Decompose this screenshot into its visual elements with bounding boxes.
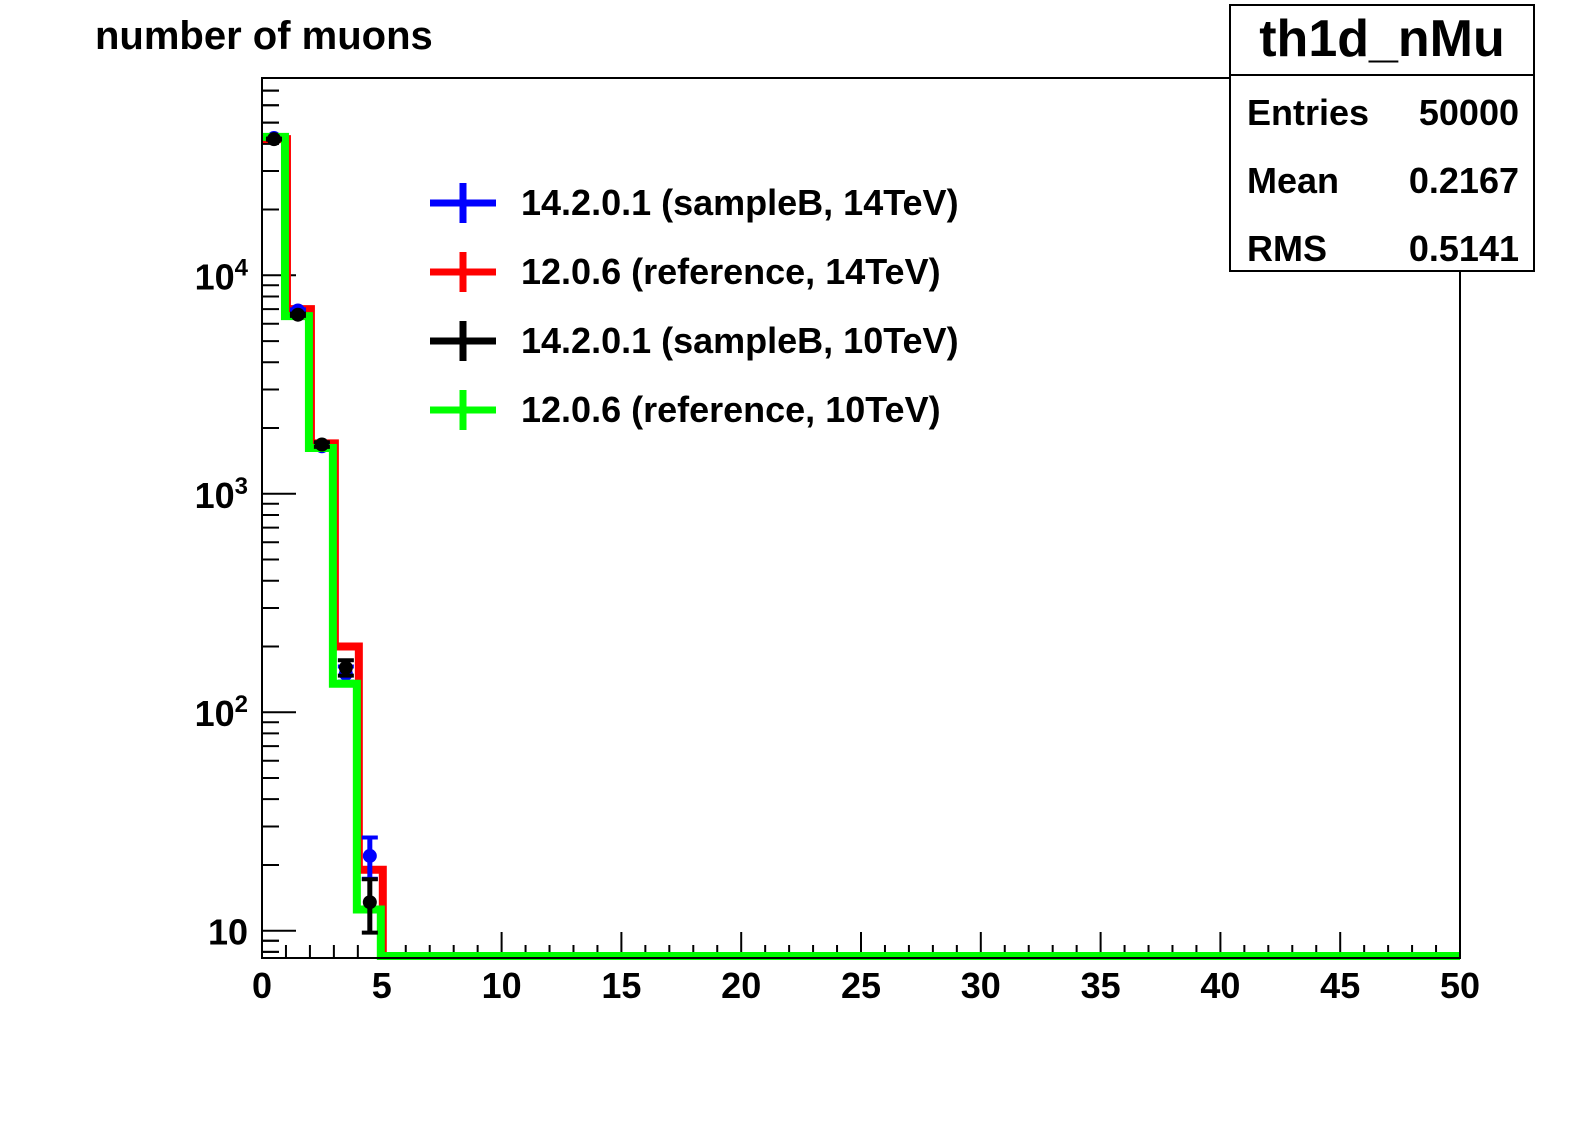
data-point bbox=[338, 660, 353, 675]
x-tick-label: 0 bbox=[252, 965, 272, 1006]
x-tick-label: 5 bbox=[372, 965, 392, 1006]
legend-swatch-red bbox=[430, 252, 496, 292]
x-tick-label: 35 bbox=[1081, 965, 1121, 1006]
x-tick-label: 30 bbox=[961, 965, 1001, 1006]
legend-swatch-blue bbox=[430, 183, 496, 223]
data-point bbox=[362, 895, 377, 910]
stats-row-rms: RMS 0.5141 bbox=[1231, 212, 1533, 280]
data-point bbox=[314, 437, 329, 452]
legend-label: 12.0.6 (reference, 10TeV) bbox=[521, 389, 941, 430]
chart-title: number of muons bbox=[95, 14, 433, 58]
data-point bbox=[290, 307, 305, 322]
stats-row-mean: Mean 0.2167 bbox=[1231, 144, 1533, 212]
data-point bbox=[362, 848, 377, 863]
x-tick-label: 25 bbox=[841, 965, 881, 1006]
legend-swatch-green bbox=[430, 390, 496, 430]
stats-row-entries: Entries 50000 bbox=[1231, 76, 1533, 144]
hist-line bbox=[261, 132, 1460, 960]
plot-frame bbox=[261, 77, 1461, 959]
y-tick-label: 10 bbox=[208, 912, 248, 953]
x-tick-label: 45 bbox=[1320, 965, 1360, 1006]
legend-label: 14.2.0.1 (sampleB, 14TeV) bbox=[521, 182, 959, 223]
x-tick-label: 15 bbox=[601, 965, 641, 1006]
legend-label: 12.0.6 (reference, 14TeV) bbox=[521, 251, 941, 292]
legend-swatch-black bbox=[430, 321, 496, 361]
stats-title: th1d_nMu bbox=[1231, 6, 1533, 76]
x-tick-label: 10 bbox=[482, 965, 522, 1006]
stats-label: Entries bbox=[1247, 92, 1370, 133]
legend-label: 14.2.0.1 (sampleB, 10TeV) bbox=[521, 320, 959, 361]
data-point bbox=[266, 132, 281, 147]
y-tick-label: 103 bbox=[195, 473, 248, 516]
stats-box: th1d_nMu Entries 50000 Mean 0.2167 RMS 0… bbox=[1229, 4, 1535, 272]
x-tick-label: 50 bbox=[1440, 965, 1480, 1006]
stats-label: Mean bbox=[1247, 160, 1340, 201]
series-layer bbox=[261, 131, 1460, 960]
x-tick-label: 40 bbox=[1200, 965, 1240, 1006]
stats-value: 0.5141 bbox=[1408, 228, 1519, 269]
x-tick-label: 20 bbox=[721, 965, 761, 1006]
stats-value: 0.2167 bbox=[1408, 160, 1519, 201]
axis-tick-labels: 0 5 10 15 20 25 30 35 40 45 50 10 102 103 104 bbox=[195, 254, 1480, 1006]
y-tick-label: 104 bbox=[195, 254, 249, 297]
stats-value: 50000 bbox=[1418, 92, 1519, 133]
y-tick-label: 102 bbox=[195, 691, 248, 734]
stats-label: RMS bbox=[1247, 228, 1327, 269]
